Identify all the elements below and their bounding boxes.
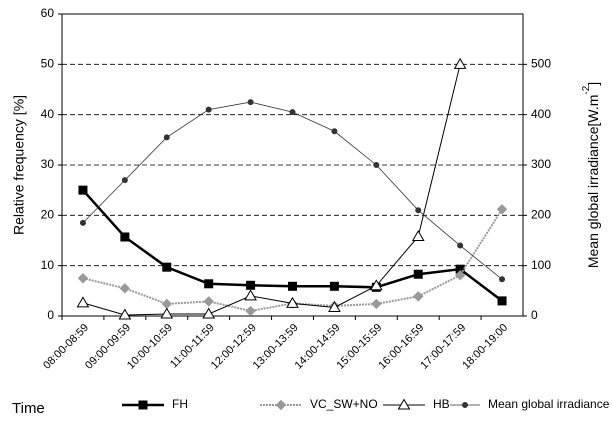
data-point <box>413 269 423 279</box>
y-tick-label: 10 <box>41 258 55 272</box>
data-point <box>77 273 89 284</box>
data-point <box>453 57 467 69</box>
legend-label: FH <box>172 397 188 411</box>
data-point <box>78 185 88 195</box>
data-point <box>371 298 382 310</box>
y-tick-label: 20 <box>41 208 55 222</box>
y-axis-label: Relative frequency [%] <box>11 95 27 235</box>
legend-label: HB <box>433 397 450 411</box>
data-point <box>161 298 172 310</box>
data-point <box>496 204 508 215</box>
legend-marker <box>138 400 148 410</box>
data-point <box>203 296 214 307</box>
legend-item: FH <box>122 397 188 411</box>
data-point <box>289 109 296 116</box>
data-point <box>202 307 216 319</box>
x-tick-label: 10:00-10:59 <box>125 322 175 372</box>
data-point <box>244 289 257 301</box>
data-point <box>79 219 86 226</box>
plot-frame <box>61 13 524 317</box>
y2-label-sup: -2 <box>581 85 592 94</box>
y2-tick-label: 0 <box>531 308 538 322</box>
data-point <box>369 279 383 291</box>
data-point <box>245 305 256 317</box>
y2-label-end: ] <box>585 82 601 86</box>
y-tick-label: 60 <box>41 6 55 20</box>
y-tick-label: 30 <box>41 157 55 171</box>
y-tick-label: 50 <box>41 57 55 71</box>
data-point <box>160 307 174 319</box>
data-point <box>76 296 90 308</box>
legend-item: VC_SW+NO <box>260 397 378 411</box>
data-point <box>163 134 170 141</box>
data-point <box>118 308 132 320</box>
data-point <box>247 99 254 106</box>
legend-label: Mean global irradiance <box>488 397 610 411</box>
y2-axis-label: Mean global irradiance[W.m-2] <box>581 82 601 268</box>
data-point <box>119 283 131 294</box>
data-point <box>204 279 214 289</box>
data-point <box>499 276 506 283</box>
data-point <box>121 177 128 184</box>
y2-tick-label: 400 <box>531 107 551 121</box>
data-point <box>120 232 130 242</box>
data-point <box>411 229 425 241</box>
data-point <box>415 207 422 214</box>
series-line <box>82 64 461 316</box>
y-tick-label: 0 <box>47 308 54 322</box>
data-point <box>286 296 299 308</box>
data-point <box>162 262 172 272</box>
data-point <box>454 270 466 281</box>
y2-label-main: Mean global irradiance[W.m <box>585 95 601 269</box>
y2-tick-label: 100 <box>531 258 551 272</box>
y2-tick-label: 200 <box>531 208 551 222</box>
data-point <box>246 280 256 290</box>
y-tick-label: 40 <box>41 107 55 121</box>
legend-item: HB <box>383 397 450 411</box>
legend-marker <box>397 398 411 410</box>
x-axis-label: Time <box>12 400 45 417</box>
data-point <box>331 128 338 135</box>
legend-label: VC_SW+NO <box>310 397 378 411</box>
series-line <box>82 208 503 312</box>
data-point <box>328 300 341 312</box>
data-point <box>457 242 464 249</box>
data-point <box>497 296 507 306</box>
y2-tick-label: 500 <box>531 57 551 71</box>
legend-marker <box>275 399 287 411</box>
legend-marker <box>462 402 468 408</box>
data-point <box>205 106 212 113</box>
data-point <box>413 291 424 302</box>
data-point <box>373 162 380 168</box>
data-point <box>329 281 339 291</box>
data-point <box>288 281 297 291</box>
x-tick-label: 18:00-19:00 <box>460 322 510 372</box>
y2-tick-label: 300 <box>531 157 551 171</box>
legend-item: Mean global irradiance <box>450 397 610 411</box>
